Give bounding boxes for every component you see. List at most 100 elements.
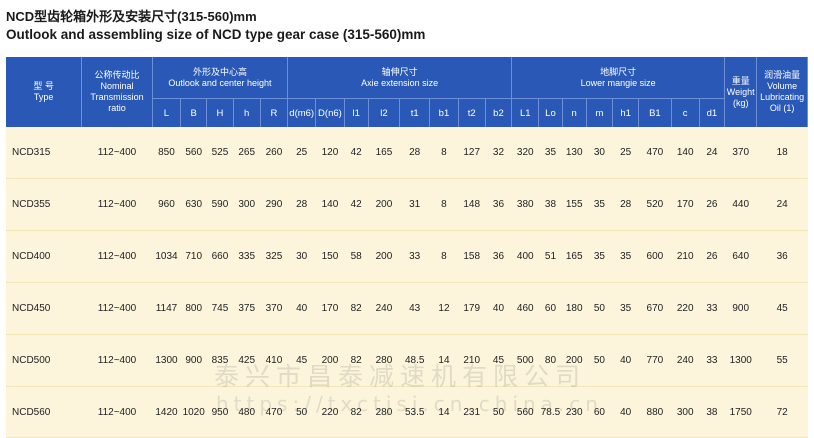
- cell-type: NCD355: [6, 178, 82, 231]
- table-cell: 50: [586, 282, 613, 335]
- title-block: NCD型齿轮箱外形及安装尺寸(315-560)mm Outlook and as…: [6, 8, 425, 43]
- table-cell: 51: [538, 230, 563, 283]
- col-header: b2: [485, 98, 513, 127]
- table-cell: 179: [458, 282, 486, 335]
- table-cell: 112~400: [81, 282, 153, 335]
- cell-type: NCD400: [6, 230, 82, 283]
- table-cell: 800: [180, 282, 207, 335]
- table-cell: 165: [562, 230, 587, 283]
- table-cell: 25: [612, 127, 639, 179]
- table-cell: 960: [152, 178, 181, 231]
- table-cell: 50: [485, 386, 512, 438]
- table-cell: 35: [612, 282, 639, 335]
- table-cell: 42: [344, 178, 369, 231]
- table-cell: 170: [315, 282, 345, 335]
- table-cell: 1300: [152, 334, 181, 387]
- table-cell: 40: [485, 282, 512, 335]
- table-cell: 500: [511, 334, 539, 387]
- table-cell: 480: [233, 386, 261, 438]
- table-cell: 850: [152, 127, 181, 179]
- table-row: NCD400 112~400 1034 710 660 335 325 30 150 58 200 3…: [6, 230, 808, 283]
- table-cell: 72: [756, 386, 808, 438]
- table-cell: 290: [260, 178, 288, 231]
- table-cell: 58: [344, 230, 369, 283]
- table-cell: 112~400: [81, 386, 153, 438]
- table-cell: 335: [233, 230, 261, 283]
- table-cell: 112~400: [81, 334, 153, 387]
- table-cell: 30: [586, 127, 613, 179]
- table-cell: 150: [315, 230, 345, 283]
- title-chinese: NCD型齿轮箱外形及安装尺寸(315-560)mm: [6, 9, 257, 24]
- table-cell: 660: [206, 230, 234, 283]
- header-type: 型 号 Type: [6, 57, 83, 127]
- col-header: b1: [429, 98, 459, 127]
- gear-case-size-table: 型 号 Type 公称传动比 Nominal Transmission rati…: [6, 57, 808, 438]
- table-cell: 35: [612, 230, 639, 283]
- table-cell: 200: [562, 334, 587, 387]
- table-cell: 80: [538, 334, 563, 387]
- table-cell: 140: [671, 127, 700, 179]
- col-header: B1: [638, 98, 672, 127]
- table-cell: 53.5: [399, 386, 430, 438]
- table-cell: 24: [699, 127, 725, 179]
- table-cell: 12: [429, 282, 459, 335]
- table-cell: 770: [638, 334, 672, 387]
- table-cell: 82: [344, 386, 369, 438]
- table-cell: 42: [344, 127, 369, 179]
- table-cell: 38: [699, 386, 725, 438]
- table-cell: 260: [260, 127, 288, 179]
- table-cell: 140: [315, 178, 345, 231]
- header-outlook-group: 外形及中心高 Outlook and center height: [152, 57, 289, 99]
- table-cell: 155: [562, 178, 587, 231]
- table-cell: 470: [638, 127, 672, 179]
- table-cell: 265: [233, 127, 261, 179]
- table-cell: 8: [429, 127, 459, 179]
- table-cell: 220: [315, 386, 345, 438]
- table-cell: 28: [612, 178, 639, 231]
- table-cell: 45: [485, 334, 512, 387]
- table-cell: 1420: [152, 386, 181, 438]
- table-cell: 600: [638, 230, 672, 283]
- table-cell: 240: [368, 282, 400, 335]
- table-cell: 50: [287, 386, 316, 438]
- table-cell: 560: [511, 386, 539, 438]
- table-cell: 525: [206, 127, 234, 179]
- col-header: l2: [368, 98, 401, 127]
- table-cell: 28: [399, 127, 430, 179]
- table-cell: 33: [399, 230, 430, 283]
- table-cell: 33: [699, 334, 725, 387]
- table-cell: 8: [429, 178, 459, 231]
- table-cell: 112~400: [81, 230, 153, 283]
- table-cell: 50: [586, 334, 613, 387]
- header-oil: 润滑油量 Volume Lubricating Oil (1): [756, 57, 808, 127]
- col-header: c: [671, 98, 700, 127]
- table-cell: 1750: [724, 386, 757, 438]
- header-weight: 重量 Weight (kg): [724, 57, 758, 127]
- table-cell: 900: [180, 334, 207, 387]
- col-header: Lo: [538, 98, 563, 127]
- table-cell: 40: [612, 386, 639, 438]
- col-header: n: [562, 98, 587, 127]
- table-cell: 400: [511, 230, 539, 283]
- col-header: R: [260, 98, 289, 127]
- table-cell: 112~400: [81, 178, 153, 231]
- table-cell: 55: [756, 334, 808, 387]
- col-header: l1: [344, 98, 369, 127]
- col-header: h: [233, 98, 261, 127]
- table-cell: 43: [399, 282, 430, 335]
- table-row: NCD315 112~400 850 560 525 265 260 25 120 42 165 28…: [6, 127, 808, 179]
- table-cell: 410: [260, 334, 288, 387]
- table-cell: 425: [233, 334, 261, 387]
- table-cell: 880: [638, 386, 672, 438]
- table-cell: 45: [287, 334, 316, 387]
- table-cell: 710: [180, 230, 207, 283]
- table-cell: 60: [538, 282, 563, 335]
- table-row: NCD500 112~400 1300 900 835 425 410 45 200 82 280 4…: [6, 334, 808, 387]
- table-cell: 325: [260, 230, 288, 283]
- table-cell: 26: [699, 230, 725, 283]
- table-cell: 130: [562, 127, 587, 179]
- table-cell: 1300: [724, 334, 757, 387]
- header-axie-group: 轴伸尺寸 Axie extension size: [287, 57, 513, 99]
- table-cell: 30: [287, 230, 316, 283]
- table-cell: 630: [180, 178, 207, 231]
